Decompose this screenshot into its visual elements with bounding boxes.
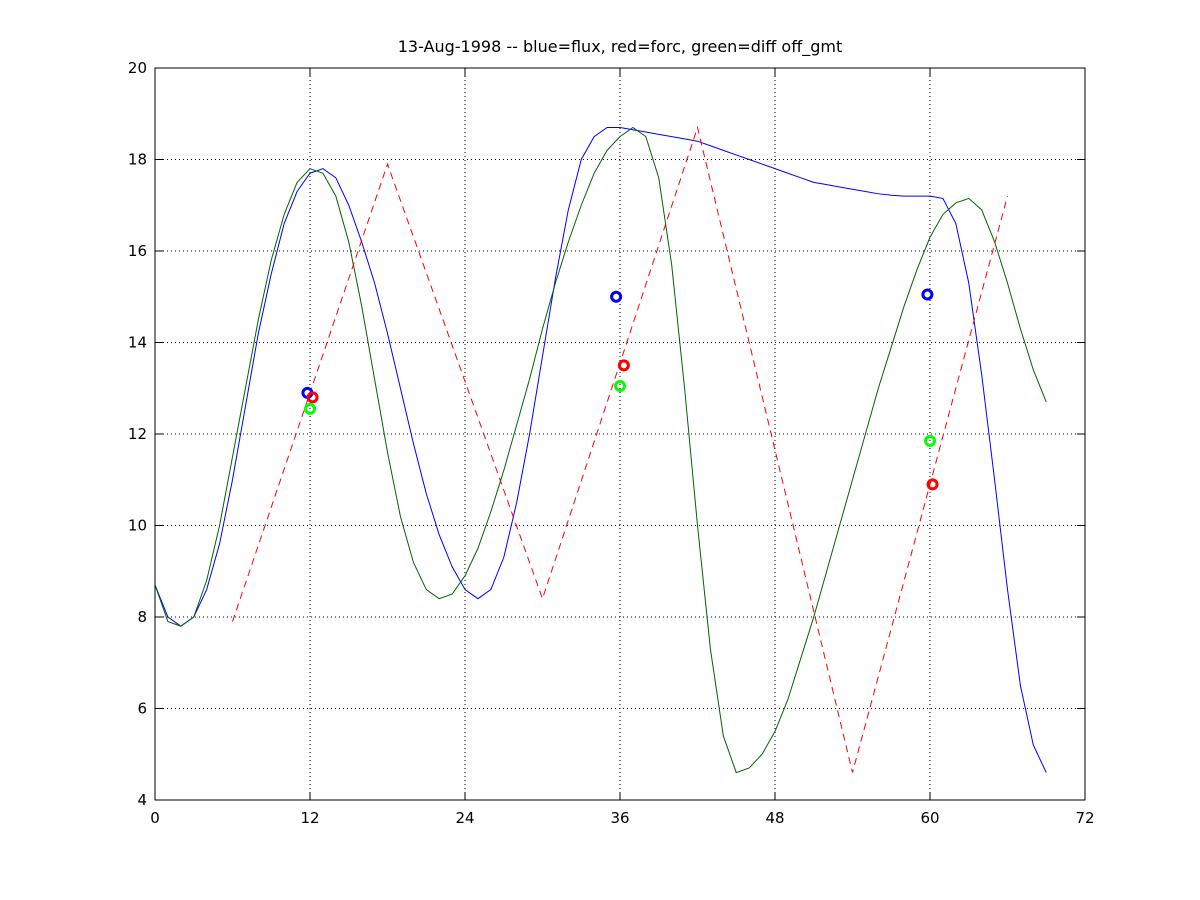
y-tick-label: 20 — [128, 59, 147, 77]
x-tick-label: 48 — [765, 809, 784, 827]
x-tick-label: 24 — [455, 809, 474, 827]
series-lines — [154, 125, 1047, 774]
marker-point — [306, 391, 319, 404]
series-line-1 — [154, 126, 1047, 774]
marker-point — [614, 379, 626, 392]
series-line-0 — [154, 126, 1047, 773]
marker-point — [617, 359, 630, 372]
grid-lines — [155, 68, 1085, 800]
y-tick-label: 6 — [137, 700, 147, 718]
x-tick-label: 0 — [150, 809, 160, 827]
y-tick-label: 8 — [137, 608, 147, 626]
marker-point — [924, 434, 936, 447]
y-tick-label: 16 — [128, 242, 147, 260]
x-tick-label: 72 — [1075, 809, 1094, 827]
y-tick-label: 18 — [128, 151, 147, 169]
y-tick-label: 4 — [137, 791, 147, 809]
y-tick-label: 14 — [128, 334, 147, 352]
y-tick-label: 10 — [128, 517, 147, 535]
marker-point — [926, 478, 939, 491]
x-tick-label: 60 — [920, 809, 939, 827]
chart-title: 13-Aug-1998 -- blue=flux, red=forc, gree… — [398, 37, 843, 57]
x-tick-label: 36 — [610, 809, 629, 827]
x-tick-label: 12 — [300, 809, 319, 827]
marker-point — [610, 290, 623, 303]
marker-point — [304, 402, 316, 415]
y-tick-label: 12 — [128, 425, 147, 443]
marker-point — [921, 288, 934, 301]
axis-ticks: 0 12 24 36 48 60 72 4 6 8 10 12 14 16 18 20 — [128, 59, 1095, 827]
markers — [301, 288, 939, 491]
